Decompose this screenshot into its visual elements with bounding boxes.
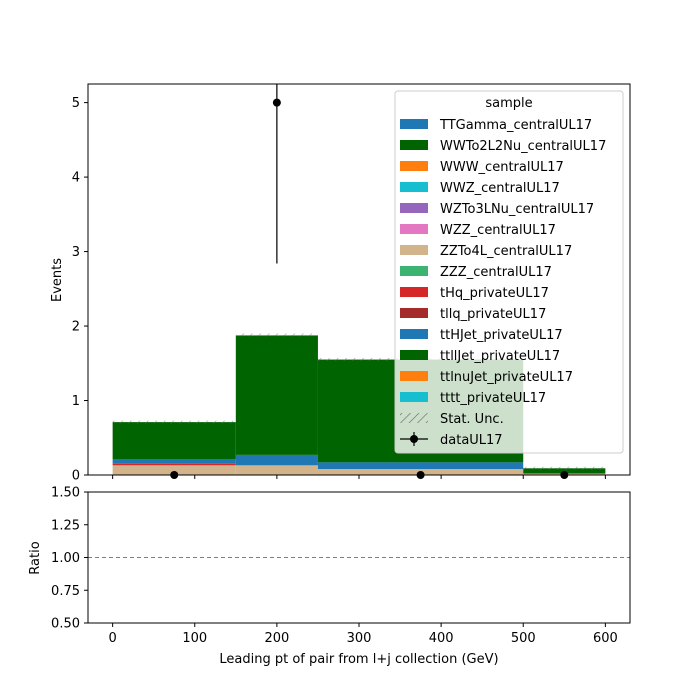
legend-label-ttlljet-privateul17: ttllJet_privateUL17 [440,349,560,364]
x-axis: 0 100 200 300 400 500 600 [108,475,618,646]
main-y-tick-label-5: 5 [72,96,80,111]
legend-swatch-wwz-centralul17 [400,182,428,192]
main-y-tick-label-4: 4 [72,171,80,186]
ratio-plot [87,491,631,624]
x-axis-title: Leading pt of pair from l+j collection (… [219,652,498,667]
legend-label-ttgamma-centralul17: TTGamma_centralUL17 [439,118,592,133]
ratio-y-tick-label-4: 1.50 [51,486,80,501]
legend-label-wzto3lnu-centralul17: WZTo3LNu_centralUL17 [440,202,594,217]
legend-label-tttt-privateul17: tttt_privateUL17 [440,391,546,406]
main-y-axis-title: Events [50,258,65,302]
bar-tthjet-privateul17-bin-2 [317,462,524,470]
data-point-1 [272,98,281,107]
legend-data-marker [410,435,418,443]
stat-unc-band-bin-3 [523,466,606,470]
legend-label-zzto4l-centralul17: ZZTo4L_centralUL17 [440,244,572,259]
ratio-y-axis: 0.50 0.75 1.00 1.25 1.50 [51,486,88,632]
bar-tthjet-privateul17-bin-1 [235,454,318,466]
main-y-tick-label-0: 0 [72,469,80,484]
ratio-y-tick-label-0: 0.50 [51,617,80,632]
legend-label-zzz-centralul17: ZZZ_centralUL17 [440,265,552,280]
legend-label-wzz-centralul17: WZZ_centralUL17 [440,223,556,238]
legend-swatch-tttt-privateul17 [400,392,428,402]
bar-thq-privateul17-bin-0 [112,463,236,466]
x-tick-label-1: 100 [182,631,207,646]
ratio-y-tick-label-3: 1.25 [51,518,80,533]
legend-swatch-zzz-centralul17 [400,266,428,276]
legend-swatch-tllq-privateul17 [400,308,428,318]
stat-unc-band-bin-1 [235,333,318,337]
main-y-axis: 0 1 2 3 4 5 [72,96,88,484]
legend-swatch-wzto3lnu-centralul17 [400,203,428,213]
legend-label-data: dataUL17 [440,433,503,448]
bar-ttlljet-privateul17-bin-0 [112,422,236,460]
legend-swatch-www-centralul17 [400,161,428,171]
legend-swatch-wwto2l2nu-centralul17 [400,140,428,150]
legend-label-www-centralul17: WWW_centralUL17 [440,160,564,175]
main-y-tick-label-2: 2 [72,320,80,335]
legend-swatch-stat-unc [400,413,428,423]
legend-swatch-tthjet-privateul17 [400,329,428,339]
x-tick-label-6: 600 [593,631,618,646]
ratio-frame [87,491,631,624]
legend-title: sample [485,96,532,111]
legend-label-wwto2l2nu-centralul17: WWTo2L2Nu_centralUL17 [440,139,606,154]
main-y-tick-label-1: 1 [72,394,80,409]
legend-label-stat-unc: Stat. Unc. [440,412,504,427]
bar-zzto4l-centralul17-bin-0 [112,465,236,475]
legend-swatch-ttlljet-privateul17 [400,350,428,360]
ratio-y-tick-label-2: 1.00 [51,551,80,566]
legend-label-tthjet-privateul17: ttHJet_privateUL17 [440,328,563,343]
legend-swatch-ttgamma-centralul17 [400,119,428,129]
legend-swatch-wzz-centralul17 [400,224,428,234]
legend-swatch-thq-privateul17 [400,287,428,297]
x-tick-label-5: 500 [511,631,536,646]
legend-swatch-zzto4l-centralul17 [400,245,428,255]
bar-tthjet-privateul17-bin-0 [112,459,236,464]
x-tick-label-4: 400 [429,631,454,646]
main-y-tick-label-3: 3 [72,245,80,260]
legend-swatch-ttlnujet-privateul17 [400,371,428,381]
ratio-y-tick-label-1: 0.75 [51,584,80,599]
stat-unc-band-bin-0 [112,420,236,424]
legend-label-thq-privateul17: tHq_privateUL17 [440,286,549,301]
legend-label-ttlnujet-privateul17: ttlnuJet_privateUL17 [440,370,573,385]
ratio-y-axis-title: Ratio [28,541,43,574]
legend-label-tllq-privateul17: tllq_privateUL17 [440,307,546,322]
bar-ttlljet-privateul17-bin-3 [523,468,606,474]
x-tick-label-0: 0 [108,631,116,646]
bar-zzto4l-centralul17-bin-1 [235,465,318,475]
legend: sample TTGamma_centralUL17 WWTo2L2Nu_centr… [394,90,624,454]
legend-label-wwz-centralul17: WWZ_centralUL17 [440,181,560,196]
x-tick-label-3: 300 [347,631,372,646]
bar-ttlljet-privateul17-bin-1 [235,335,318,455]
legend-box [394,90,624,454]
x-tick-label-2: 200 [264,631,289,646]
